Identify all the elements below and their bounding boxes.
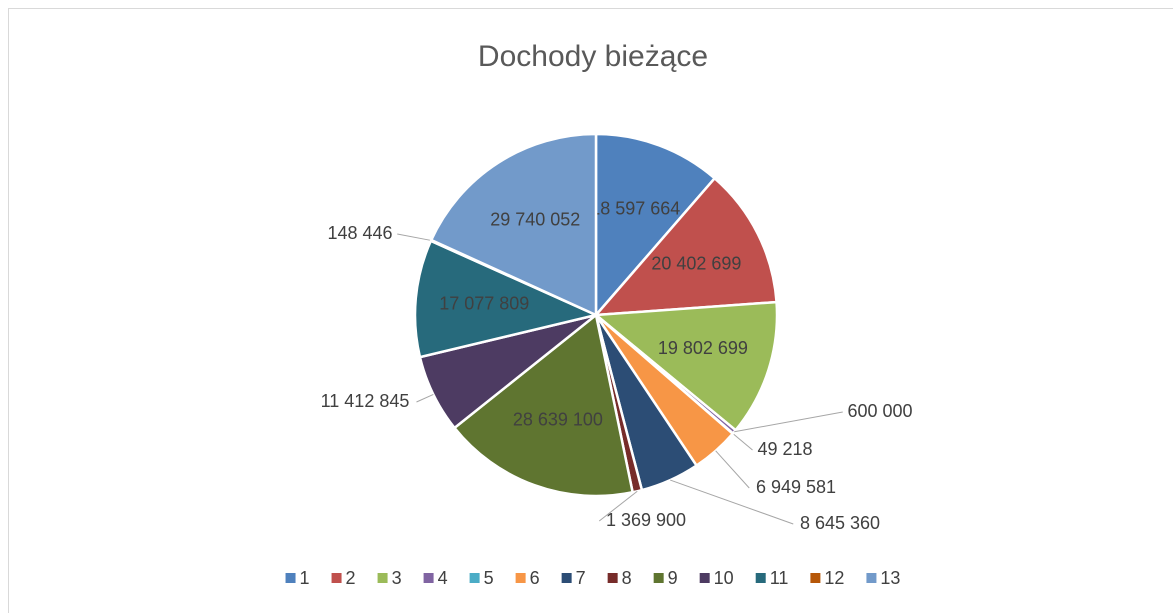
pie-slice xyxy=(592,300,779,432)
leader-line xyxy=(715,450,750,489)
leader-line xyxy=(732,433,753,451)
legend-label: 5 xyxy=(484,568,494,588)
leader-line xyxy=(670,479,794,525)
legend-label: 8 xyxy=(622,568,632,588)
data-label: 17 077 809 xyxy=(439,293,529,313)
legend-swatch xyxy=(653,573,664,583)
pie-slice xyxy=(593,176,778,317)
legend-label: 7 xyxy=(576,568,586,588)
data-label: 49 218 xyxy=(757,439,812,459)
data-label: 11 412 845 xyxy=(321,391,410,411)
data-label: 6 949 581 xyxy=(756,477,836,497)
data-label: 600 000 xyxy=(847,401,912,421)
data-label: 28 639 100 xyxy=(513,409,603,429)
legend-label: 10 xyxy=(714,568,734,588)
legend-label: 11 xyxy=(770,568,789,588)
legend-swatch xyxy=(810,573,821,583)
legend-label: 13 xyxy=(880,568,900,588)
data-label: 19 802 699 xyxy=(658,338,748,358)
pie-slice xyxy=(594,132,717,319)
legend-swatch xyxy=(755,573,766,583)
pie-slice xyxy=(429,132,598,317)
legend-swatch xyxy=(331,573,342,583)
data-label: 29 740 052 xyxy=(490,209,580,229)
legend-swatch xyxy=(699,573,710,583)
leader-line xyxy=(416,393,434,403)
legend-swatch xyxy=(377,573,388,583)
legend-label: 1 xyxy=(300,568,310,588)
data-label: 18 597 664 xyxy=(590,199,680,219)
legend-label: 2 xyxy=(346,568,356,588)
data-label: 1 369 900 xyxy=(606,510,686,530)
legend-label: 9 xyxy=(668,568,678,588)
data-label: 148 446 xyxy=(327,223,392,243)
data-label: 8 645 360 xyxy=(800,513,880,533)
data-label: 20 402 699 xyxy=(651,254,741,274)
pie-slice xyxy=(452,312,635,498)
legend-swatch xyxy=(866,573,877,583)
legend-swatch xyxy=(285,573,296,583)
legend-swatch xyxy=(423,573,434,583)
legend-swatch xyxy=(515,573,526,583)
chart-title: Dochody bieżące xyxy=(478,40,708,73)
legend-swatch xyxy=(469,573,480,583)
legend-swatch xyxy=(561,573,572,583)
legend-label: 4 xyxy=(438,568,448,588)
legend-label: 3 xyxy=(392,568,402,588)
leader-line xyxy=(598,490,638,522)
legend-label: 6 xyxy=(530,568,540,588)
leader-line xyxy=(397,233,432,241)
legend-label: 12 xyxy=(824,568,844,588)
leader-line xyxy=(734,411,843,433)
pie-slice xyxy=(413,239,600,359)
legend-swatch xyxy=(607,573,618,583)
